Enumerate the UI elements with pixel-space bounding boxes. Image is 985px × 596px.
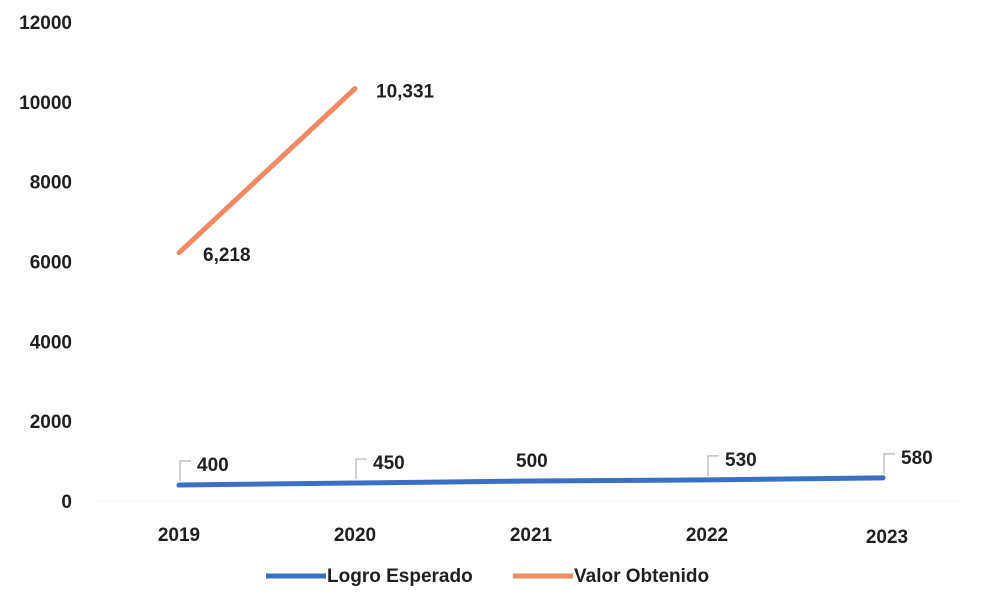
y-tick-label: 12000 xyxy=(19,13,72,34)
data-label: 6,218 xyxy=(203,245,251,266)
label-leader-line xyxy=(355,458,367,480)
x-tick-label: 2019 xyxy=(158,525,200,546)
series-layer xyxy=(176,86,886,488)
data-label: 580 xyxy=(901,448,933,469)
label-leader-line xyxy=(883,453,895,474)
x-tick-label: 2021 xyxy=(510,525,553,546)
x-tick-label: 2023 xyxy=(866,527,908,548)
y-tick-label: 10000 xyxy=(19,93,72,114)
y-tick-label: 8000 xyxy=(30,173,72,194)
legend: Logro Esperado Valor Obtenido xyxy=(266,566,709,587)
y-tick-label: 2000 xyxy=(30,412,72,433)
y-tick-label: 6000 xyxy=(30,253,72,274)
data-label: 530 xyxy=(725,450,757,471)
data-label: 450 xyxy=(373,453,405,474)
x-tick-label: 2020 xyxy=(334,525,376,546)
y-tick-label: 4000 xyxy=(30,332,72,353)
data-label: 400 xyxy=(197,455,229,476)
series-line-logro-esperado xyxy=(176,475,886,488)
label-leader-line xyxy=(707,455,719,476)
data-labels: 400 450 500 530 580 6,218 10,331 xyxy=(179,82,933,482)
x-axis: 2019 2020 2021 2022 2023 xyxy=(95,500,960,548)
data-label: 500 xyxy=(516,451,548,472)
legend-label: Logro Esperado xyxy=(327,566,473,587)
series-line-valor-obtenido xyxy=(176,86,358,256)
y-tick-label: 0 xyxy=(61,492,72,513)
legend-item-logro-esperado: Logro Esperado xyxy=(266,566,473,587)
label-leader-line xyxy=(179,460,191,482)
x-tick-label: 2022 xyxy=(686,525,728,546)
legend-label: Valor Obtenido xyxy=(574,566,709,587)
y-axis: 0 2000 4000 6000 8000 10000 12000 xyxy=(19,13,72,513)
legend-item-valor-obtenido: Valor Obtenido xyxy=(513,566,709,587)
data-label: 10,331 xyxy=(376,82,435,103)
